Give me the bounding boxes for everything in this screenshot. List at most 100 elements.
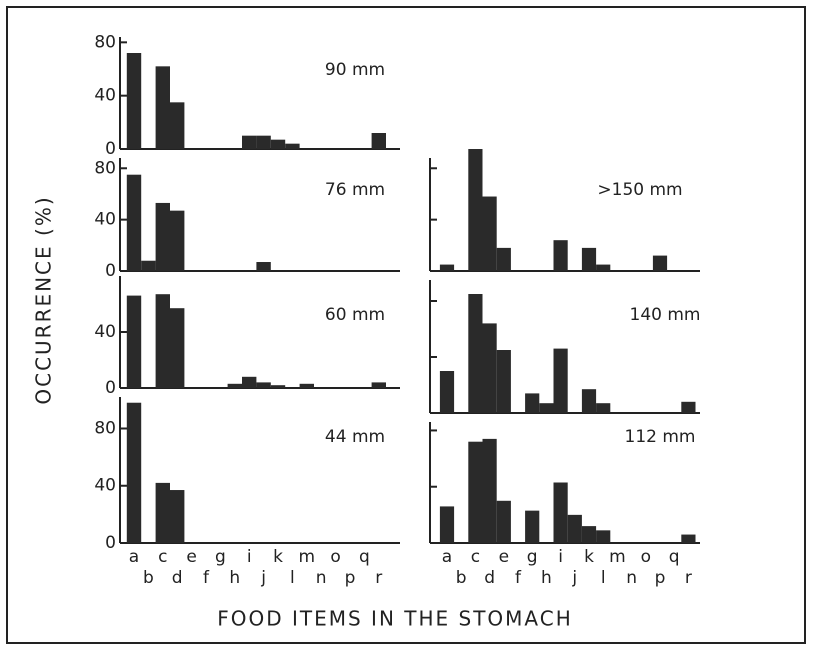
x-tick-label: i — [247, 547, 252, 567]
bar — [155, 66, 170, 149]
x-tick-label: p — [655, 568, 666, 588]
bar — [371, 382, 386, 388]
bar — [596, 264, 611, 271]
x-tick-label: e — [186, 547, 196, 567]
y-tick-label: 40 — [94, 86, 116, 106]
x-tick-label: q — [669, 547, 680, 567]
x-tick-label: c — [158, 547, 167, 567]
bar — [496, 247, 511, 271]
y-axis-label: OCCURRENCE (%) — [32, 195, 56, 404]
bar — [553, 482, 568, 543]
bar — [567, 514, 582, 543]
x-tick-label: c — [471, 547, 480, 567]
panel-title: 112 mm — [625, 427, 696, 447]
bar — [170, 102, 185, 149]
x-tick-label: d — [484, 568, 495, 588]
bar — [681, 534, 696, 543]
bar — [468, 149, 483, 271]
y-tick-label: 40 — [94, 210, 116, 230]
bar — [170, 210, 185, 271]
bar — [525, 510, 540, 543]
x-tick-label: p — [345, 568, 356, 588]
x-tick-label: r — [375, 568, 382, 588]
bar — [141, 260, 156, 271]
x-tick-label: q — [359, 547, 370, 567]
bar — [155, 482, 170, 543]
bar — [155, 294, 170, 388]
bar — [652, 255, 668, 271]
x-tick-label: l — [290, 568, 295, 588]
x-tick-label: f — [515, 568, 522, 588]
x-tick-label: g — [215, 547, 226, 567]
x-tick-label: o — [330, 547, 340, 567]
x-tick-label: j — [571, 568, 577, 588]
bar — [371, 133, 386, 149]
bar — [681, 401, 696, 413]
x-tick-label: h — [229, 568, 240, 588]
bar — [439, 371, 455, 413]
y-tick-label: 40 — [94, 476, 116, 496]
x-tick-label: h — [541, 568, 552, 588]
bar — [482, 196, 497, 271]
bar — [227, 383, 242, 388]
bar — [126, 174, 142, 271]
bar — [126, 53, 142, 149]
x-tick-label: m — [299, 547, 316, 567]
bar — [256, 262, 271, 271]
x-tick-label: n — [316, 568, 327, 588]
panel-title: 60 mm — [325, 305, 385, 325]
bar — [496, 350, 511, 413]
bar — [581, 247, 597, 271]
bar — [126, 295, 142, 388]
bar — [482, 323, 497, 413]
x-tick-label: a — [442, 547, 452, 567]
bar — [256, 382, 271, 388]
bar — [256, 135, 271, 149]
panel-title: 140 mm — [630, 305, 701, 325]
bar — [553, 348, 568, 413]
x-tick-label: g — [527, 547, 538, 567]
bar — [242, 376, 257, 388]
frame — [6, 6, 806, 644]
x-tick-label: n — [626, 568, 637, 588]
x-axis-label: FOOD ITEMS IN THE STOMACH — [217, 607, 573, 631]
x-tick-label: m — [609, 547, 626, 567]
bar — [155, 202, 170, 271]
bar — [596, 530, 611, 543]
x-tick-label: k — [584, 547, 594, 567]
y-tick-label: 80 — [94, 32, 116, 52]
bar — [581, 526, 597, 543]
panel-title: >150 mm — [597, 180, 682, 200]
x-tick-label: b — [143, 568, 154, 588]
y-tick-label: 0 — [105, 261, 116, 281]
x-tick-label: b — [456, 568, 467, 588]
bar — [439, 506, 455, 543]
bar — [581, 389, 597, 413]
panel-title: 44 mm — [325, 427, 385, 447]
x-tick-label: f — [203, 568, 210, 588]
panel-title: 90 mm — [325, 60, 385, 80]
x-tick-label: k — [273, 547, 283, 567]
x-tick-label: i — [558, 547, 563, 567]
x-tick-label: l — [601, 568, 606, 588]
bar — [299, 383, 314, 388]
bar — [270, 385, 286, 388]
x-tick-label: r — [685, 568, 692, 588]
x-tick-label: d — [172, 568, 183, 588]
x-tick-label: a — [129, 547, 139, 567]
y-tick-label: 80 — [94, 418, 116, 438]
bar — [170, 308, 185, 388]
panel-title: 76 mm — [325, 180, 385, 200]
bar — [468, 441, 483, 543]
y-tick-label: 80 — [94, 158, 116, 178]
bar — [439, 264, 455, 271]
bar — [539, 403, 554, 413]
bar — [270, 139, 286, 149]
bar — [285, 143, 300, 149]
bar — [596, 403, 611, 413]
bar — [170, 490, 185, 543]
bar — [496, 500, 511, 543]
bar — [242, 135, 257, 149]
bar — [468, 294, 483, 413]
